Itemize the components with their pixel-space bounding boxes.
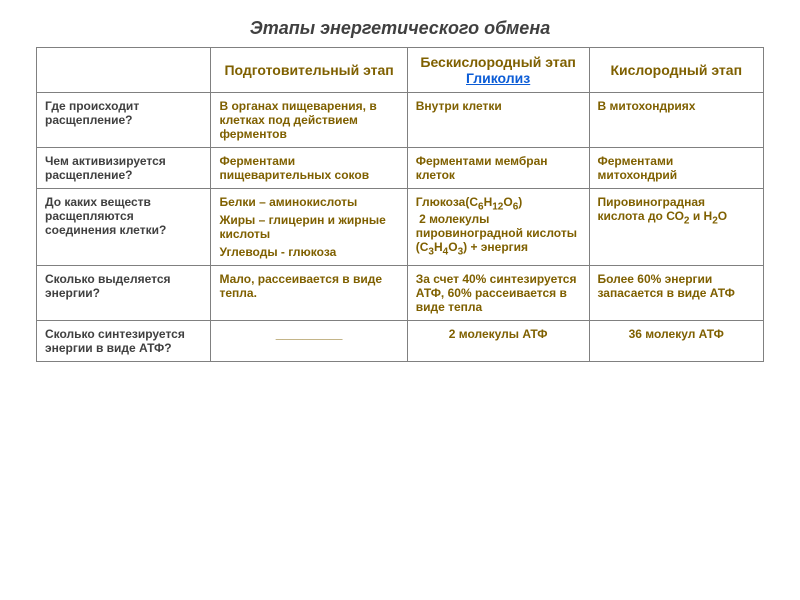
cell: В митохондриях [589, 93, 764, 148]
row-question: Где происходит расщепление? [37, 93, 211, 148]
page-title: Этапы энергетического обмена [36, 18, 764, 39]
cell: Более 60% энергии запасается в виде АТФ [589, 266, 764, 321]
table-row: Чем активизируется расщепление? Фермента… [37, 148, 764, 189]
row-question: Чем активизируется расщепление? [37, 148, 211, 189]
header-anaerobic: Бескислородный этап Гликолиз [407, 48, 589, 93]
cell: 2 молекулы АТФ [407, 321, 589, 362]
cell: 36 молекул АТФ [589, 321, 764, 362]
header-anaerobic-text: Бескислородный этап [420, 54, 575, 70]
cell: Пировиноградная кислота до СО2 и Н2О [589, 189, 764, 266]
cell-line: Жиры – глицерин и жирные кислоты [219, 213, 398, 241]
row-question: Сколько выделяется энергии? [37, 266, 211, 321]
row-question: Сколько синтезируется энергии в виде АТФ… [37, 321, 211, 362]
header-preparatory: Подготовительный этап [211, 48, 407, 93]
cell: Глюкоза(С6Н12О6) 2 молекулы пировиноград… [407, 189, 589, 266]
cell-blank: __________ [211, 321, 407, 362]
cell-line: Белки – аминокислоты [219, 195, 398, 209]
cell-line: Углеводы - глюкоза [219, 245, 398, 259]
cell: Внутри клетки [407, 93, 589, 148]
table-row: До каких веществ расщепляются соединения… [37, 189, 764, 266]
row-question: До каких веществ расщепляются соединения… [37, 189, 211, 266]
table-row: Сколько синтезируется энергии в виде АТФ… [37, 321, 764, 362]
cell: За счет 40% синтезируется АТФ, 60% рассе… [407, 266, 589, 321]
cell: Ферментами митохондрий [589, 148, 764, 189]
cell: В органах пищеварения, в клетках под дей… [211, 93, 407, 148]
cell: Ферментами пищеварительных соков [211, 148, 407, 189]
cell: Белки – аминокислоты Жиры – глицерин и ж… [211, 189, 407, 266]
cell: Мало, рассеивается в виде тепла. [211, 266, 407, 321]
glycolysis-link[interactable]: Гликолиз [466, 70, 530, 86]
table-row: Сколько выделяется энергии? Мало, рассеи… [37, 266, 764, 321]
table-row: Где происходит расщепление? В органах пи… [37, 93, 764, 148]
cell: Ферментами мембран клеток [407, 148, 589, 189]
header-aerobic: Кислородный этап [589, 48, 764, 93]
metabolism-table: Подготовительный этап Бескислородный эта… [36, 47, 764, 362]
header-empty [37, 48, 211, 93]
